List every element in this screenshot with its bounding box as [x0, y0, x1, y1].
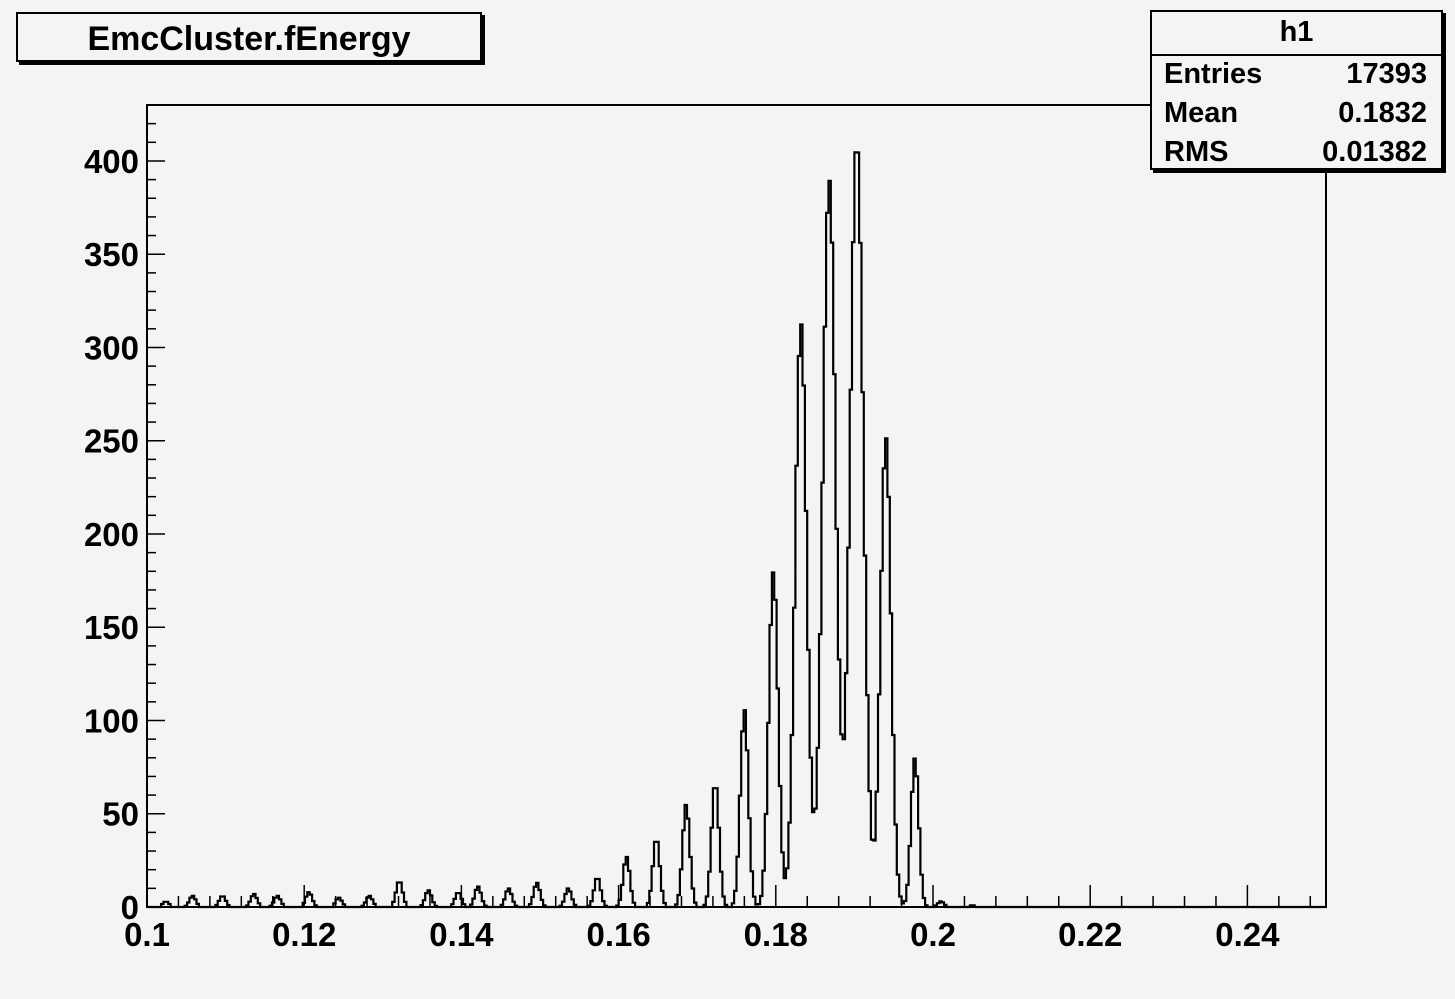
histogram-line — [147, 151, 1326, 909]
y-tick-label: 150 — [84, 609, 139, 646]
y-tick-label: 50 — [102, 796, 139, 833]
x-axis-tick-labels: 0.1 0.12 0.14 0.16 0.18 0.2 0.22 0.24 — [124, 916, 1280, 953]
stats-separator — [1152, 54, 1441, 56]
stats-label: Mean — [1164, 97, 1239, 129]
stats-value: 0.1832 — [1338, 97, 1427, 129]
y-tick-label: 200 — [84, 516, 139, 553]
x-tick-label: 0.14 — [429, 916, 494, 953]
y-axis-ticks — [147, 104, 165, 908]
y-tick-label: 250 — [84, 423, 139, 460]
y-tick-label: 300 — [84, 329, 139, 366]
y-tick-label: 100 — [84, 702, 139, 739]
y-tick-label: 0 — [121, 889, 139, 926]
stats-histogram-name: h1 — [1279, 16, 1314, 48]
x-tick-label: 0.24 — [1215, 916, 1280, 953]
stats-row-rms: RMS 0.01382 — [1164, 136, 1427, 172]
title-box: EmcCluster.fEnergy — [16, 12, 482, 62]
stats-label: Entries — [1164, 58, 1263, 90]
stats-box: h1 Entries 17393 Mean 0.1832 RMS 0.01382 — [1150, 10, 1443, 170]
x-tick-label: 0.22 — [1058, 916, 1122, 953]
y-tick-label: 350 — [84, 236, 139, 273]
x-tick-label: 0.12 — [272, 916, 336, 953]
y-tick-label: 400 — [84, 143, 139, 180]
stats-row-mean: Mean 0.1832 — [1164, 97, 1427, 133]
stats-value: 0.01382 — [1322, 136, 1427, 168]
stats-label: RMS — [1164, 136, 1229, 168]
stats-value: 17393 — [1346, 58, 1427, 90]
x-tick-label: 0.1 — [124, 916, 170, 953]
chart-title: EmcCluster.fEnergy — [87, 20, 411, 58]
x-tick-label: 0.18 — [744, 916, 808, 953]
x-tick-label: 0.2 — [910, 916, 956, 953]
x-tick-label: 0.16 — [586, 916, 650, 953]
stats-row-entries: Entries 17393 — [1164, 58, 1427, 94]
plot-frame — [146, 104, 1327, 908]
y-axis-tick-labels: 0 50 100 150 200 250 300 350 400 — [84, 143, 139, 926]
